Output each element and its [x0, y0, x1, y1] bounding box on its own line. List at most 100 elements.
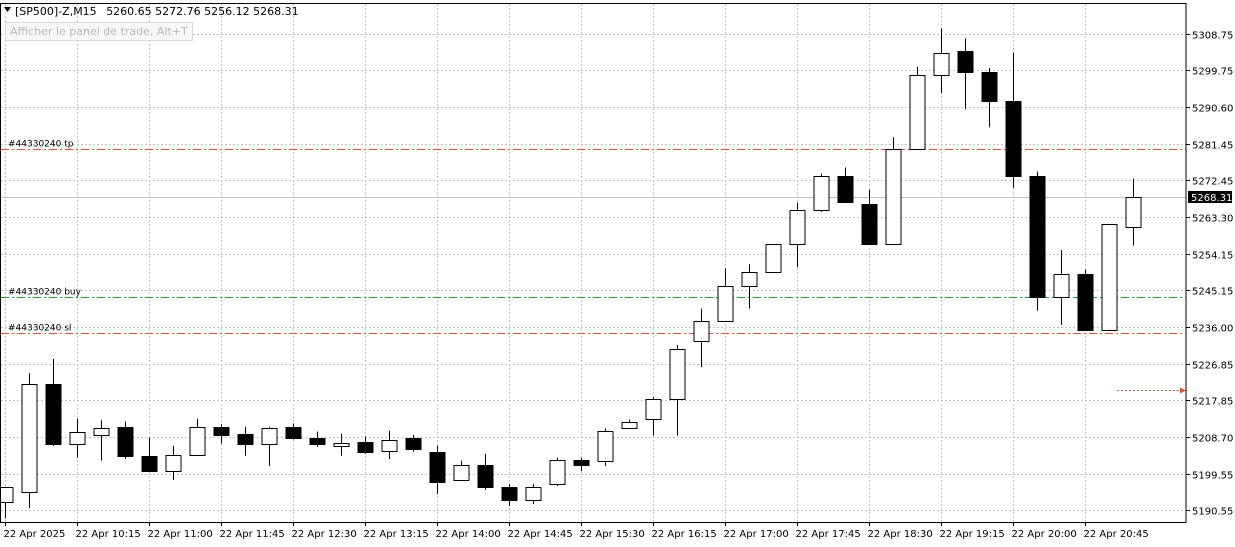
y-tick-label: 5308.75	[1192, 31, 1233, 42]
axes: 5308.75 5299.75 5290.60 5281.45 5272.45 5263.…	[0, 3, 1233, 540]
candle-body-bull	[1053, 274, 1070, 298]
x-tick-label: 22 Apr 2025	[4, 529, 66, 540]
candle	[621, 419, 638, 429]
candle	[957, 38, 974, 110]
y-tick-label: 5263.30	[1192, 214, 1233, 225]
x-tick-label: 22 Apr 19:15	[940, 529, 1005, 540]
candle-body-bull	[909, 75, 926, 150]
candle-body-bull	[1101, 224, 1118, 331]
x-tick-label: 22 Apr 20:45	[1084, 529, 1149, 540]
x-tick-label: 22 Apr 15:30	[580, 529, 645, 540]
candle	[741, 264, 758, 309]
candle-body-bull	[741, 272, 758, 287]
dropdown-triangle-icon[interactable]	[4, 7, 11, 12]
candle-body-bear	[981, 72, 998, 102]
trade-panel-button[interactable]: Afficher le panel de trade, Alt+T	[5, 22, 193, 41]
candle	[1101, 223, 1118, 331]
candle	[21, 373, 38, 509]
y-tick-label: 5208.70	[1192, 434, 1233, 445]
x-tick-label: 22 Apr 17:45	[796, 529, 861, 540]
candle-body-bull	[21, 384, 38, 493]
candle	[333, 433, 350, 456]
symbol-label: [SP500]-Z,M15	[15, 5, 97, 18]
candle-body-bull	[93, 428, 110, 436]
candle-body-bull	[813, 176, 830, 211]
candle-body-bear	[405, 438, 422, 450]
current-price-badge	[1188, 191, 1232, 203]
candle-body-bull	[621, 422, 638, 429]
y-tick-label: 5236.00	[1192, 324, 1233, 335]
y-tick-label: 5299.75	[1192, 67, 1233, 78]
candle-body-bull	[453, 465, 470, 481]
candle	[789, 202, 806, 268]
candle	[69, 418, 86, 458]
candle-body-bull	[933, 53, 950, 76]
candle-body-bear	[45, 384, 62, 445]
candle	[0, 487, 14, 519]
candle-body-bear	[141, 456, 158, 472]
candle	[453, 460, 470, 481]
candle-body-bear	[957, 51, 974, 73]
candle-body-bull	[69, 432, 86, 445]
x-tick-label: 22 Apr 14:00	[436, 529, 501, 540]
candle-body-bull	[189, 427, 206, 456]
candle	[765, 244, 782, 273]
candle-body-bear	[429, 452, 446, 483]
candles	[0, 28, 1142, 519]
trade-level-label: #44330240 tp	[8, 140, 74, 150]
candle	[933, 28, 950, 93]
candle	[717, 268, 734, 322]
candle	[981, 67, 998, 128]
candle	[1125, 178, 1142, 246]
x-tick-label: 22 Apr 16:15	[652, 529, 717, 540]
y-tick-label: 5281.45	[1192, 141, 1233, 152]
candle-body-bear	[573, 460, 590, 466]
candle-body-bear	[477, 465, 494, 488]
candle	[117, 421, 134, 460]
y-tick-label: 5199.55	[1192, 471, 1233, 482]
candle	[597, 428, 614, 466]
candle-body-bull	[789, 210, 806, 245]
candle	[1005, 52, 1022, 188]
x-tick-label: 22 Apr 17:00	[724, 529, 789, 540]
candle-body-bull	[261, 428, 278, 445]
markers	[1117, 387, 1186, 394]
candle	[165, 445, 182, 480]
x-tick-label: 22 Apr 20:00	[1012, 529, 1077, 540]
chart-header: [SP500]-Z,M15 5260.65 5272.76 5256.12 52…	[4, 5, 299, 18]
candle	[909, 66, 926, 150]
candle-body-bear	[1005, 101, 1022, 177]
candle	[189, 418, 206, 456]
candle	[141, 437, 158, 472]
x-tick-label: 22 Apr 10:15	[76, 529, 141, 540]
candle-body-bear	[1029, 176, 1046, 298]
candle	[285, 423, 302, 440]
candle-body-bull	[381, 440, 398, 452]
candle	[813, 173, 830, 212]
y-tick-label: 5190.55	[1192, 507, 1233, 518]
candle-body-bear	[1077, 274, 1094, 331]
candle-body-bear	[357, 442, 374, 453]
grid	[1, 4, 1186, 522]
candle-body-bull	[645, 399, 662, 420]
candle-body-bull	[0, 487, 14, 503]
candle	[885, 137, 902, 245]
x-tick-label: 22 Apr 11:45	[220, 529, 285, 540]
candle	[669, 344, 686, 436]
candle-body-bull	[597, 431, 614, 462]
y-tick-label: 5272.45	[1192, 177, 1233, 188]
candle	[405, 434, 422, 452]
candle-body-bull	[693, 321, 710, 342]
x-tick-label: 22 Apr 12:30	[292, 529, 357, 540]
candle-body-bull	[885, 149, 902, 245]
trade-level-label: #44330240 sl	[8, 324, 71, 334]
candle	[93, 420, 110, 461]
trade-level-label: #44330240 buy	[8, 288, 82, 298]
candle-body-bear	[237, 434, 254, 445]
current-price-tag: 5268.31	[1188, 191, 1232, 204]
x-tick-label: 22 Apr 18:30	[868, 529, 933, 540]
candle	[525, 483, 542, 505]
